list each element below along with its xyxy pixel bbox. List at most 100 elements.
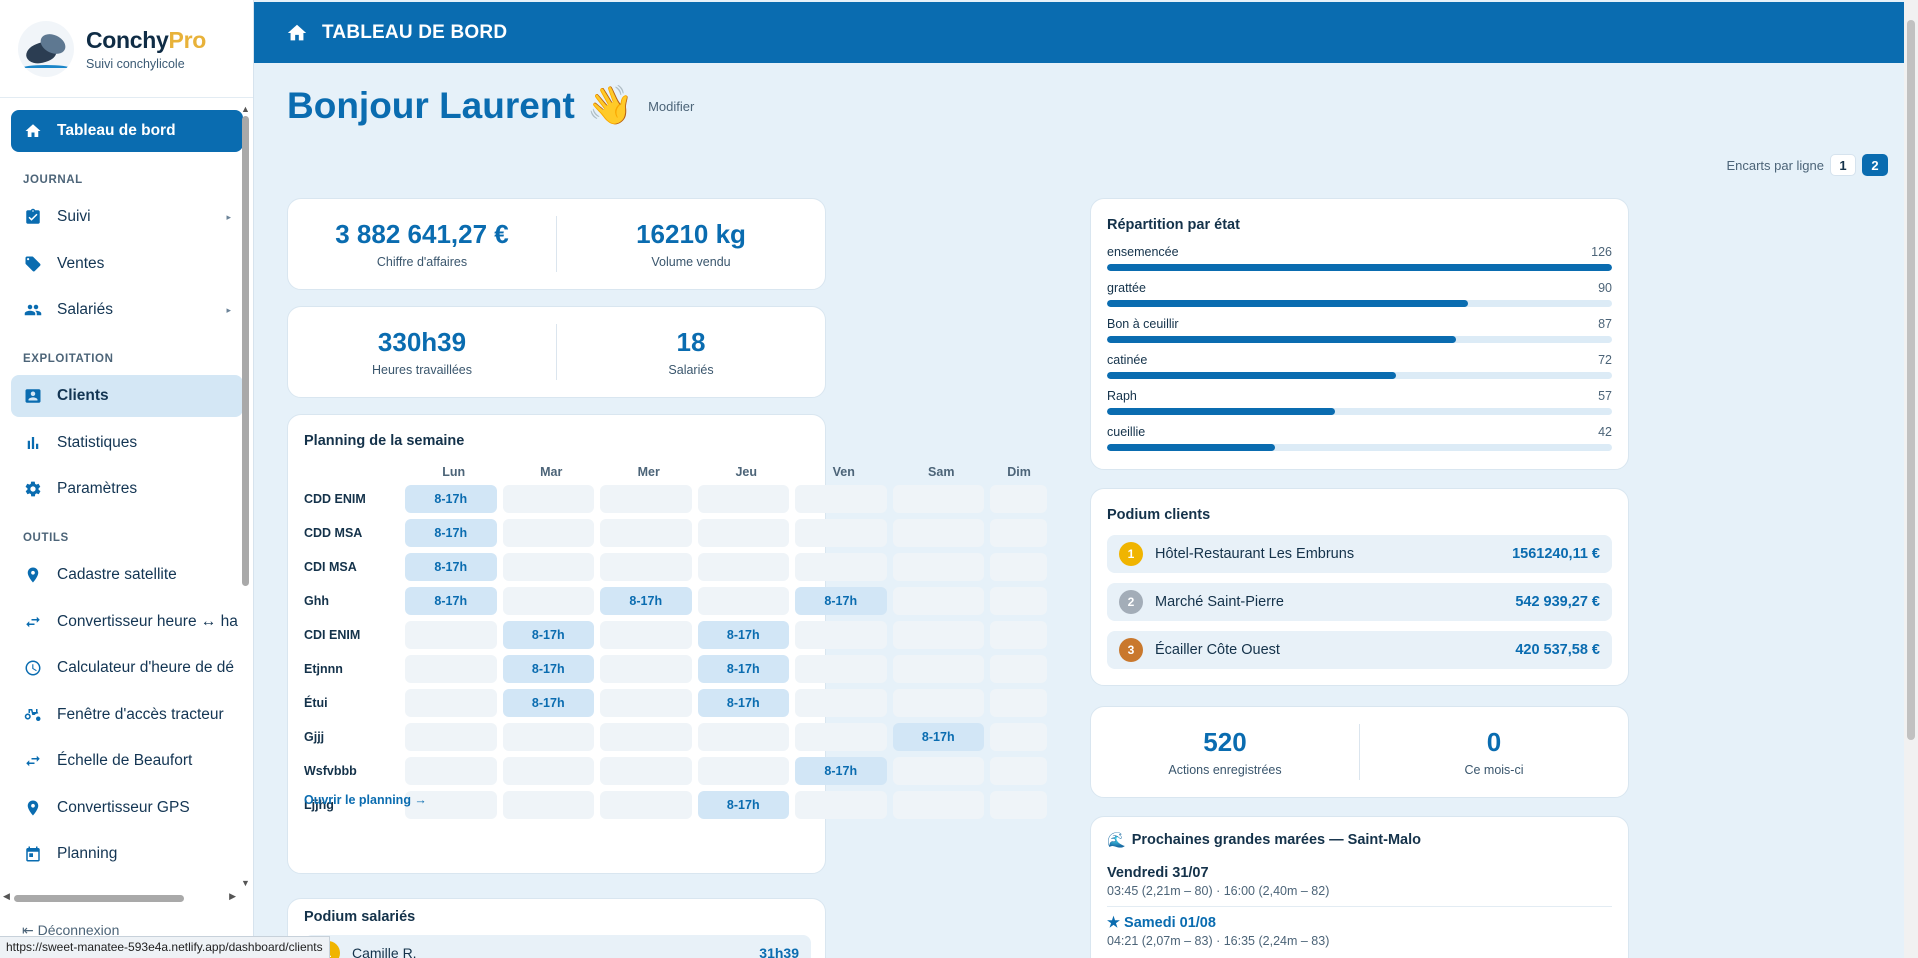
planning-slot[interactable]: [502, 723, 594, 751]
sidebar-vertical-scrollbar[interactable]: ▲ ▼: [240, 104, 250, 888]
scrollbar-thumb[interactable]: [14, 895, 184, 902]
planning-slot[interactable]: [795, 519, 887, 547]
planning-slot[interactable]: [600, 791, 692, 819]
sidebar-item-planning[interactable]: Planning: [11, 833, 243, 875]
sidebar-item-clients[interactable]: Clients: [11, 375, 243, 417]
planning-slot[interactable]: [600, 689, 692, 717]
scroll-right-icon[interactable]: ▶: [229, 891, 236, 901]
scrollbar-thumb[interactable]: [1907, 20, 1915, 740]
sidebar-item-suivi[interactable]: Suivi ▸: [11, 196, 243, 238]
planning-slot[interactable]: [990, 689, 1047, 717]
planning-slot[interactable]: [990, 757, 1047, 785]
planning-slot[interactable]: [990, 485, 1047, 513]
planning-slot[interactable]: [990, 621, 1047, 649]
open-planning-link[interactable]: Ouvrir le planning →: [304, 793, 427, 807]
planning-slot[interactable]: [502, 587, 594, 615]
planning-slot[interactable]: [405, 689, 497, 717]
planning-slot[interactable]: [405, 621, 497, 649]
planning-slot[interactable]: [600, 621, 692, 649]
planning-slot[interactable]: [697, 485, 789, 513]
planning-slot[interactable]: [795, 655, 887, 683]
planning-slot[interactable]: 8-17h: [697, 655, 789, 683]
planning-slot[interactable]: [892, 689, 984, 717]
planning-slot[interactable]: [795, 791, 887, 819]
planning-slot[interactable]: [502, 791, 594, 819]
per-line-2-button[interactable]: 2: [1862, 154, 1888, 176]
planning-slot[interactable]: [990, 791, 1047, 819]
edit-greeting-button[interactable]: Modifier: [648, 98, 695, 114]
planning-slot[interactable]: [892, 553, 984, 581]
planning-slot[interactable]: [502, 757, 594, 785]
sidebar-item-fenetre[interactable]: Fenêtre d'accès tracteur: [11, 694, 243, 736]
planning-slot[interactable]: [697, 587, 789, 615]
planning-slot[interactable]: [600, 723, 692, 751]
planning-slot[interactable]: [892, 587, 984, 615]
planning-slot[interactable]: [795, 485, 887, 513]
planning-slot[interactable]: [405, 655, 497, 683]
planning-slot[interactable]: 8-17h: [502, 655, 594, 683]
planning-slot[interactable]: [405, 757, 497, 785]
planning-slot[interactable]: [892, 621, 984, 649]
planning-slot[interactable]: [502, 519, 594, 547]
sidebar-item-cadastre[interactable]: Cadastre satellite: [11, 554, 243, 596]
planning-slot[interactable]: [990, 723, 1047, 751]
planning-slot[interactable]: [892, 519, 984, 547]
planning-slot[interactable]: [600, 485, 692, 513]
planning-slot[interactable]: [502, 553, 594, 581]
planning-slot[interactable]: [795, 723, 887, 751]
planning-slot[interactable]: 8-17h: [502, 689, 594, 717]
planning-slot[interactable]: [600, 553, 692, 581]
planning-slot[interactable]: [697, 553, 789, 581]
planning-slot[interactable]: [795, 689, 887, 717]
planning-slot[interactable]: [405, 723, 497, 751]
scroll-down-icon[interactable]: ▼: [241, 878, 250, 888]
scrollbar-thumb[interactable]: [242, 116, 249, 586]
planning-slot[interactable]: [697, 723, 789, 751]
per-line-1-button[interactable]: 1: [1830, 154, 1856, 176]
planning-slot[interactable]: [892, 757, 984, 785]
sidebar-item-gps[interactable]: Convertisseur GPS: [11, 787, 243, 829]
planning-slot[interactable]: 8-17h: [405, 485, 497, 513]
planning-slot[interactable]: 8-17h: [697, 621, 789, 649]
planning-slot[interactable]: 8-17h: [697, 791, 789, 819]
planning-slot[interactable]: [600, 655, 692, 683]
sidebar-item-statistiques[interactable]: Statistiques: [11, 422, 243, 464]
client-podium-row[interactable]: 2 Marché Saint-Pierre 542 939,27 €: [1107, 583, 1612, 621]
planning-slot[interactable]: 8-17h: [600, 587, 692, 615]
sidebar-item-ventes[interactable]: Ventes: [11, 243, 243, 285]
planning-slot[interactable]: [990, 587, 1047, 615]
planning-slot[interactable]: [697, 757, 789, 785]
client-podium-row[interactable]: 3 Écailler Côte Ouest 420 537,58 €: [1107, 631, 1612, 669]
planning-slot[interactable]: [990, 655, 1047, 683]
planning-slot[interactable]: [405, 791, 497, 819]
planning-slot[interactable]: [502, 485, 594, 513]
sidebar-item-dashboard[interactable]: Tableau de bord: [11, 110, 243, 152]
planning-slot[interactable]: 8-17h: [697, 689, 789, 717]
planning-slot[interactable]: [892, 655, 984, 683]
planning-slot[interactable]: 8-17h: [405, 587, 497, 615]
page-scrollbar[interactable]: [1904, 0, 1918, 958]
planning-slot[interactable]: [600, 757, 692, 785]
scroll-up-icon[interactable]: ▲: [241, 104, 250, 114]
planning-slot[interactable]: 8-17h: [405, 519, 497, 547]
planning-slot[interactable]: [600, 519, 692, 547]
sidebar-horizontal-scrollbar[interactable]: ◀ ▶: [0, 891, 236, 904]
planning-slot[interactable]: [990, 519, 1047, 547]
scroll-left-icon[interactable]: ◀: [3, 891, 10, 901]
planning-slot[interactable]: [892, 485, 984, 513]
planning-slot[interactable]: 8-17h: [795, 587, 887, 615]
sidebar-item-beaufort[interactable]: Échelle de Beaufort: [11, 740, 243, 782]
planning-slot[interactable]: [990, 553, 1047, 581]
client-podium-row[interactable]: 1 Hôtel-Restaurant Les Embruns 1561240,11 …: [1107, 535, 1612, 573]
planning-slot[interactable]: [795, 621, 887, 649]
sidebar-item-convertisseur-heure[interactable]: Convertisseur heure ↔ ha: [11, 601, 243, 643]
planning-slot[interactable]: 8-17h: [502, 621, 594, 649]
sidebar-item-salaries[interactable]: Salariés ▸: [11, 289, 243, 331]
planning-slot[interactable]: [697, 519, 789, 547]
sidebar-item-calculateur[interactable]: Calculateur d'heure de dé: [11, 647, 243, 689]
planning-slot[interactable]: 8-17h: [405, 553, 497, 581]
planning-slot[interactable]: 8-17h: [892, 723, 984, 751]
chevron-right-icon[interactable]: ▸: [226, 211, 231, 222]
logout-link[interactable]: ⇤ Déconnexion: [22, 922, 120, 938]
chevron-right-icon[interactable]: ▸: [226, 304, 231, 315]
